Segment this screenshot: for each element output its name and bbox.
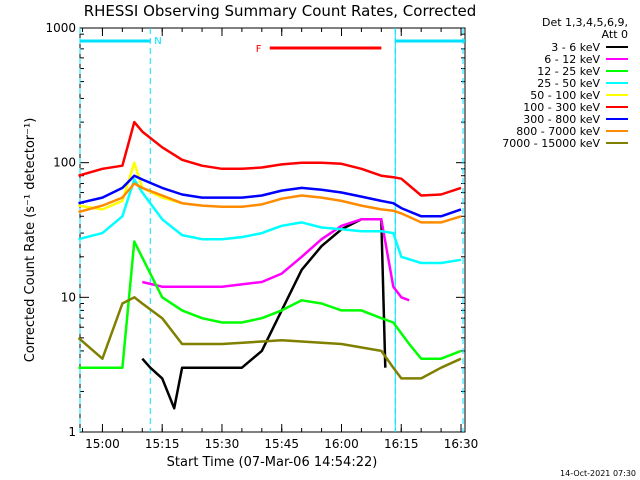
- x-tick-label: 15:30: [205, 437, 240, 451]
- x-axis-label: Start Time (07-Mar-06 14:54:22): [167, 455, 378, 470]
- chart-title: RHESSI Observing Summary Count Rates, Co…: [84, 2, 477, 20]
- y-tick-label: 1: [68, 425, 76, 439]
- legend-entry-label: 50 - 100 keV: [530, 89, 600, 102]
- legend-entry-label: 800 - 7000 keV: [516, 125, 600, 138]
- y-axis-label: Corrected Count Rate (s⁻¹ detector⁻¹): [23, 118, 38, 363]
- legend-header-line2: Att 0: [602, 28, 628, 41]
- legend-entry-label: 3 - 6 keV: [551, 41, 600, 54]
- y-tick-label: 1000: [45, 21, 76, 35]
- x-tick-label: 15:15: [145, 437, 180, 451]
- series-line: [78, 161, 183, 211]
- y-tick-label: 100: [53, 156, 76, 170]
- series-line: [78, 174, 462, 218]
- series-line: [142, 218, 410, 302]
- legend-entry-label: 100 - 300 keV: [523, 101, 600, 114]
- legend-entry-label: 12 - 25 keV: [537, 65, 600, 78]
- legend-entry-label: 6 - 12 keV: [544, 53, 600, 66]
- legend-header-line1: Det 1,3,4,5,6,9,: [542, 16, 628, 29]
- legend-entry-label: 300 - 800 keV: [523, 113, 600, 126]
- series-line: [77, 296, 462, 380]
- flare-label: F: [256, 44, 262, 55]
- footer-date: 14-Oct-2021 07:30: [560, 469, 636, 478]
- x-tick-label: 15:45: [264, 437, 299, 451]
- night-label: N: [154, 36, 161, 47]
- legend-entry-label: 7000 - 15000 keV: [502, 137, 600, 150]
- series-line: [78, 178, 462, 265]
- series-line: [141, 218, 387, 410]
- series-line: [78, 182, 462, 224]
- y-tick-label: 10: [61, 290, 76, 304]
- x-tick-label: 15:00: [85, 437, 120, 451]
- legend-entry-label: 25 - 50 keV: [537, 77, 600, 90]
- x-tick-label: 16:15: [384, 437, 419, 451]
- series-line: [78, 120, 462, 197]
- series-line: [78, 240, 462, 369]
- x-tick-label: 16:00: [324, 437, 359, 451]
- plot-area: 1 10 100 1000 15:00 15:15 15:30 15:45 16:00 16:15…: [45, 21, 628, 451]
- x-tick-label: 16:30: [444, 437, 479, 451]
